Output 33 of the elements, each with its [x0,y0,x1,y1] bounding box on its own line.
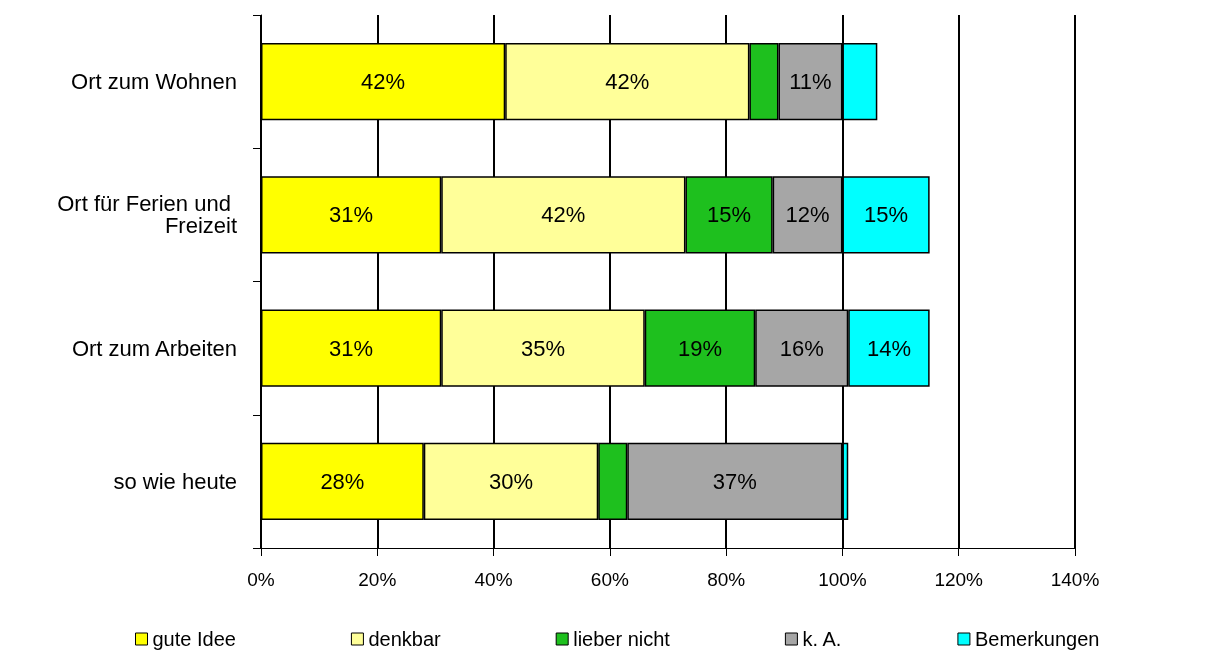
x-tick-label: 120% [934,569,984,590]
data-label: 37% [712,468,757,494]
legend-label: denkbar [368,628,442,650]
data-label: 15% [707,202,752,228]
legend-label: lieber nicht [573,628,671,650]
legend-label: Bemerkungen [974,628,1100,650]
data-label: 11% [789,69,832,95]
y-tick-label: Ort für Ferien und Freizeit [57,191,237,239]
data-label: 31% [329,202,374,228]
legend-label: gute Idee [152,628,236,650]
x-tick-label: 60% [590,569,629,590]
x-tick-label: 40% [474,569,513,590]
data-label: 42% [541,202,586,228]
data-label: 12% [785,202,830,228]
data-label: 31% [329,335,374,361]
data-label: 15% [864,202,909,228]
data-label: 19% [677,335,722,361]
legend-label: k. A. [802,628,842,650]
data-label: 28% [320,468,365,494]
x-tick-label: 0% [247,569,275,590]
data-label: 30% [488,468,534,494]
y-tick-label: Ort zum Wohnen [71,69,237,95]
x-tick-label: 20% [358,569,397,590]
data-label: 42% [605,69,650,95]
y-tick-label: so wie heute [113,468,237,494]
x-tick-label: 140% [1050,569,1100,590]
x-tick-label: 100% [818,569,867,590]
data-label: 16% [779,335,824,361]
data-label: 14% [866,335,911,361]
x-tick-label: 80% [707,569,746,590]
data-label: 35% [520,335,566,361]
y-tick-label: Ort zum Arbeiten [71,335,237,361]
data-label: 42% [361,69,406,95]
